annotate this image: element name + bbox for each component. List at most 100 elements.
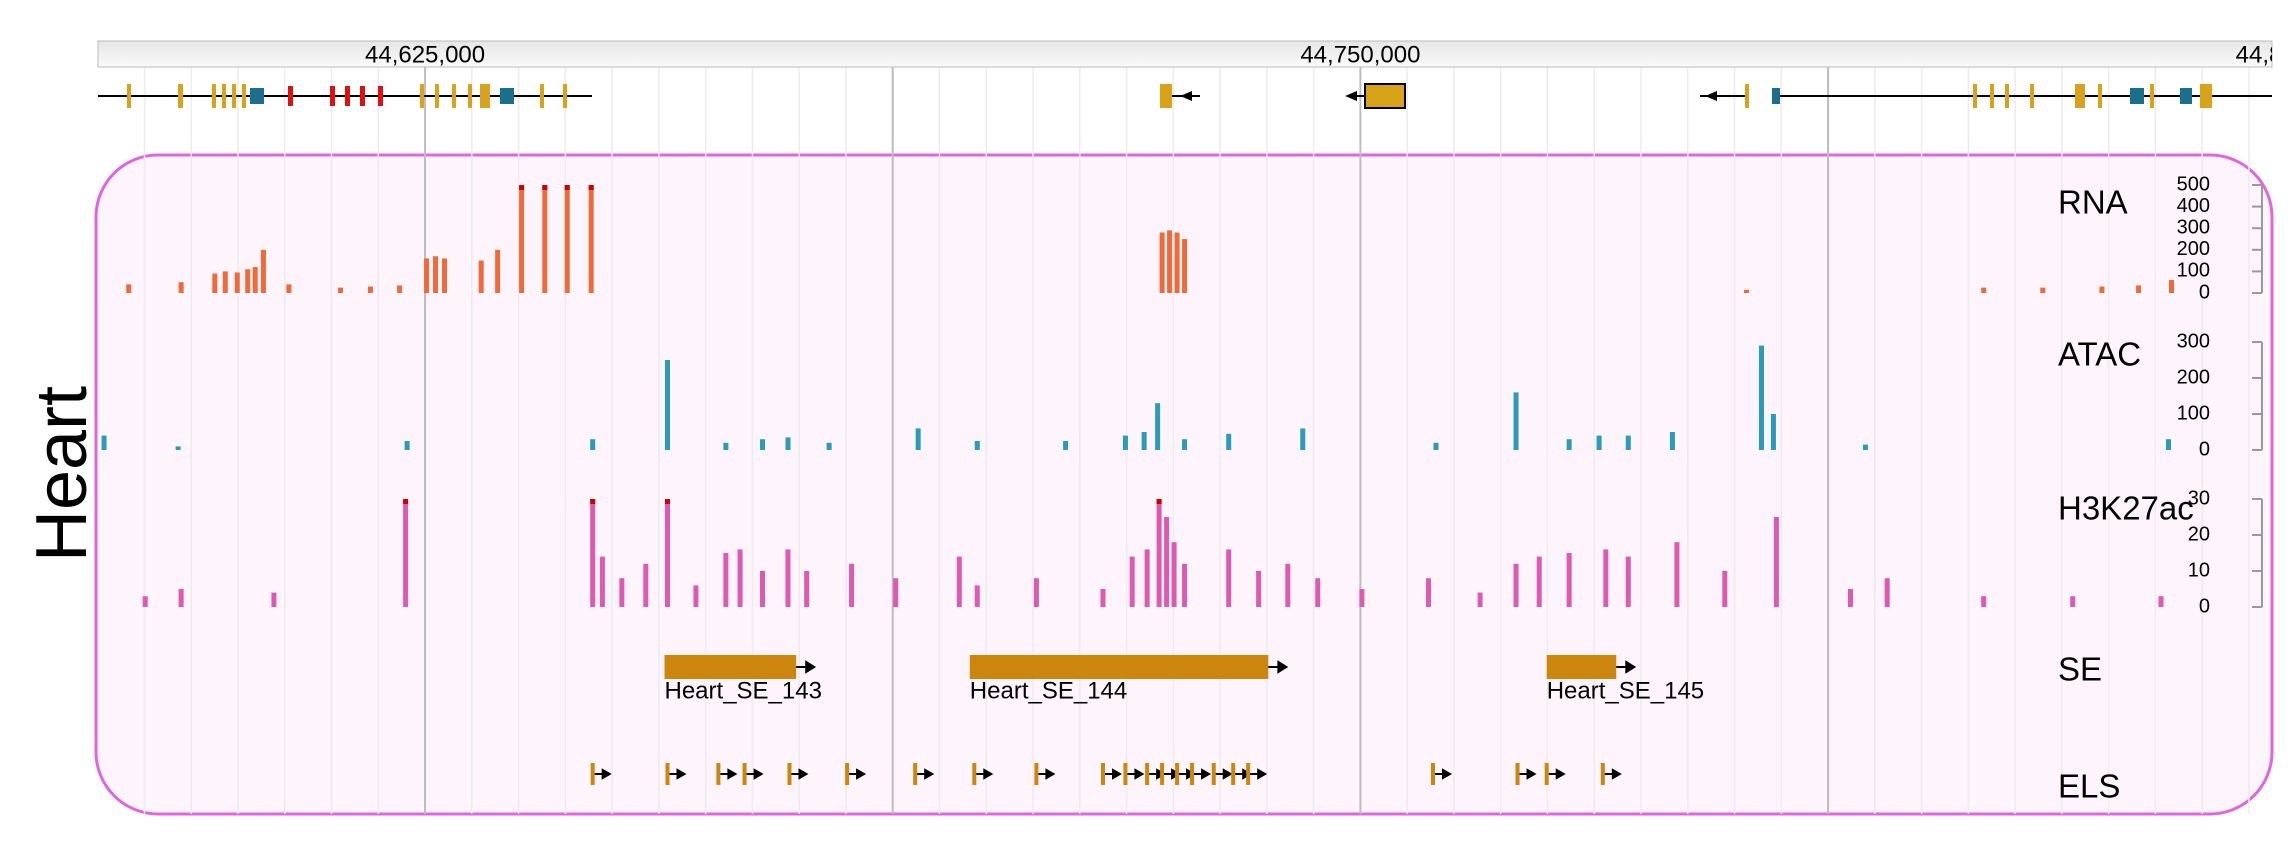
signal-bar <box>1300 428 1306 450</box>
super-enhancer <box>1546 655 1617 679</box>
element-marker <box>1100 763 1105 785</box>
signal-bar <box>1167 230 1173 293</box>
strand-arrow <box>1434 768 1452 780</box>
signal-bar <box>1182 239 1188 293</box>
x-tick-label: 44,625,000 <box>365 41 485 68</box>
signal-bar <box>1226 433 1232 450</box>
element-marker <box>742 763 747 785</box>
signal-bar <box>588 185 594 293</box>
signal-bar <box>2099 286 2105 293</box>
signal-bar <box>260 249 266 293</box>
y-tick-label: 400 <box>2177 195 2210 217</box>
strand-arrow <box>1268 660 1289 674</box>
element-marker <box>1190 763 1195 785</box>
strand-arrow <box>1604 768 1622 780</box>
element-marker <box>1175 763 1180 785</box>
signal-bar <box>2136 285 2142 293</box>
x-tick-label: 44,875,000 <box>2236 41 2288 68</box>
signal-bar <box>1566 439 1572 450</box>
track-label: ELS <box>2058 768 2120 805</box>
signal-bar <box>1159 232 1165 293</box>
signal-bar <box>1477 592 1483 607</box>
signal-bar <box>1144 549 1150 607</box>
element-marker <box>1430 763 1435 785</box>
strand-arrow <box>1548 768 1566 780</box>
y-tick-label: 300 <box>2177 216 2210 238</box>
signal-bar <box>1155 403 1161 450</box>
signal-bar <box>915 428 921 450</box>
y-tick-label: 30 <box>2188 487 2210 509</box>
saturation-tip <box>1156 499 1162 504</box>
x-tick-label: 44,750,000 <box>1300 41 1420 68</box>
strand-arrow <box>746 768 764 780</box>
y-tick-label: 200 <box>2177 366 2210 388</box>
signal-bar <box>1256 571 1262 607</box>
y-tick-label: 0 <box>2199 281 2210 303</box>
signal-bar <box>849 563 855 607</box>
element-marker <box>1145 763 1150 785</box>
signal-bar <box>804 571 810 607</box>
signal-bar <box>1285 563 1291 607</box>
signal-bar <box>1182 439 1188 450</box>
strand-arrow <box>594 768 612 780</box>
signal-bar <box>1425 578 1431 607</box>
signal-bar <box>1156 499 1162 607</box>
saturation-tip <box>588 185 594 190</box>
signal-bar <box>397 285 403 293</box>
ruler <box>97 40 2273 68</box>
signal-bar <box>1603 549 1609 607</box>
signal-bar <box>286 284 292 293</box>
signal-bar <box>1669 432 1675 450</box>
track-label: ATAC <box>2058 336 2141 373</box>
signal-bar <box>2169 280 2175 293</box>
signal-bar <box>1100 589 1106 607</box>
signal-bar <box>1164 517 1170 607</box>
panel-frame <box>94 153 2274 816</box>
signal-bar <box>760 571 766 607</box>
signal-bar <box>2040 287 2046 293</box>
signal-bar <box>1596 435 1602 450</box>
signal-bar <box>1862 444 1868 450</box>
signal-bar <box>590 439 596 450</box>
gene-track <box>98 83 2272 109</box>
signal-bar <box>1770 414 1776 450</box>
signal-bar <box>404 441 410 450</box>
signal-bar <box>175 446 181 450</box>
signal-bar <box>2158 596 2164 607</box>
signal-bar <box>826 442 832 450</box>
element-marker <box>1034 763 1039 785</box>
strand-arrow <box>1250 768 1268 780</box>
signal-bar <box>760 439 766 450</box>
signal-bar <box>1674 542 1680 607</box>
signal-bar <box>433 256 439 293</box>
signal-bar <box>893 578 899 607</box>
signal-bar <box>245 269 251 293</box>
signal-bar <box>785 437 791 450</box>
element-marker <box>1123 763 1128 785</box>
signal-bar <box>542 185 548 293</box>
element-marker <box>1515 763 1520 785</box>
tracks: 0100200300400500RNA0100200300ATAC0102030… <box>101 173 2263 805</box>
signal-bar <box>178 282 184 293</box>
signal-bar <box>590 499 596 607</box>
signal-bar <box>495 249 501 293</box>
signal-bar <box>1226 549 1232 607</box>
signal-bar <box>478 260 484 293</box>
strand-arrow <box>669 768 687 780</box>
signal-bar <box>403 499 409 607</box>
signal-bar <box>1315 578 1321 607</box>
y-tick-label: 100 <box>2177 260 2210 282</box>
signal-bar <box>1981 287 1987 293</box>
strand-arrow <box>1038 768 1056 780</box>
signal-bar <box>956 556 962 607</box>
signal-bar <box>234 272 240 293</box>
signal-bar <box>1722 571 1728 607</box>
signal-bar <box>564 185 570 293</box>
saturation-tip <box>403 499 409 504</box>
signal-bar <box>1743 289 1749 293</box>
y-tick-label: 100 <box>2177 402 2210 424</box>
strand-arrow <box>849 768 867 780</box>
element-marker <box>1600 763 1605 785</box>
signal-bar <box>1174 232 1180 293</box>
